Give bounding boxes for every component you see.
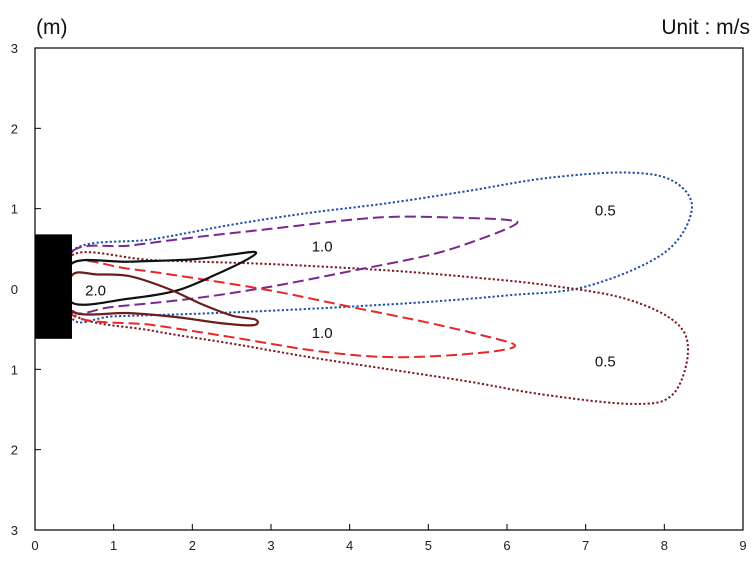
y-tick-label-1: 2 [11,121,18,136]
contour-label-4: 1.0 [312,325,333,342]
x-tick-label-1: 1 [110,538,117,553]
y-tick-label-5: 2 [11,443,18,458]
x-tick-label-8: 8 [661,538,668,553]
contour-line-6 [65,271,259,327]
plot-frame [34,47,744,531]
contour-label-5: 2.0 [85,283,106,300]
contour-line-5 [63,250,258,306]
x-tick-label-2: 2 [189,538,196,553]
y-tick-label-6: 3 [11,523,18,538]
x-tick-label-5: 5 [425,538,432,553]
contour-line-4 [62,259,516,359]
x-tick-label-4: 4 [346,538,353,553]
x-tick-label-3: 3 [267,538,274,553]
y-tick-label-2: 1 [11,202,18,217]
contour-label-1: 0.5 [595,202,616,219]
y-axis-label: (m) [36,16,67,39]
y-tick-label-3: 0 [11,282,18,297]
contour-line-1 [63,171,693,324]
contour-label-2: 0.5 [595,353,616,370]
x-tick-label-6: 6 [503,538,510,553]
unit-block-rect [35,234,72,339]
contour-labels: 0.5 0.5 1.0 1.0 2.0 [85,202,616,370]
contour-curves [61,171,693,405]
y-tick-label-0: 3 [11,41,18,56]
contour-label-3: 1.0 [312,238,333,255]
y-tick-label-4: 1 [11,362,18,377]
contour-line-3 [64,215,519,315]
x-tick-label-7: 7 [582,538,589,553]
unit-label: Unit : m/s [661,16,750,39]
axis-ticks: 0 1 2 3 4 5 6 7 8 9 3 2 1 0 1 2 3 [11,41,747,553]
contour-line-2 [61,251,690,405]
unit-block [35,234,72,339]
x-tick-label-0: 0 [31,538,38,553]
x-tick-label-9: 9 [739,538,746,553]
